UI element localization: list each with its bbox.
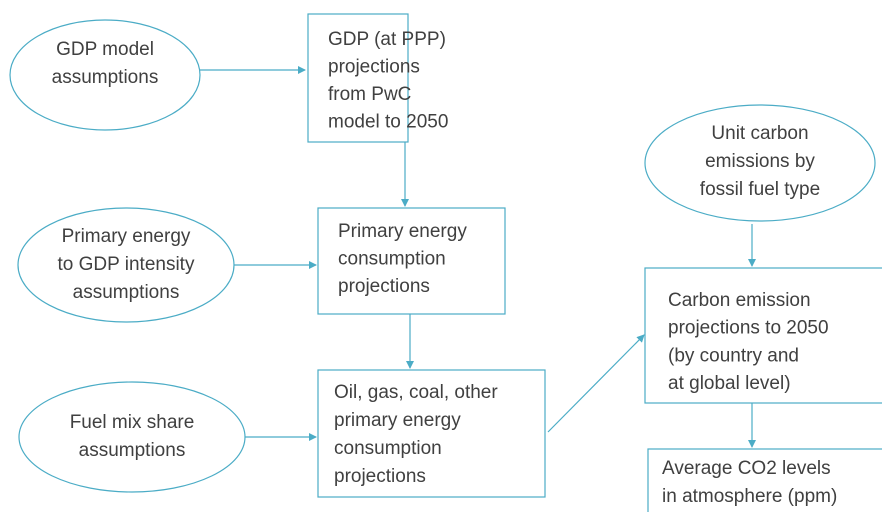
node-label: Average CO2 levels bbox=[662, 458, 831, 479]
node-label: model to 2050 bbox=[328, 112, 448, 133]
node-label: (by country and bbox=[668, 345, 799, 366]
node-label: primary energy bbox=[334, 410, 461, 431]
node-label: consumption bbox=[338, 249, 446, 270]
box bbox=[647, 448, 882, 512]
node-label: projections bbox=[338, 276, 430, 297]
node-label: projections bbox=[328, 57, 420, 78]
node-label: from PwC bbox=[328, 84, 411, 105]
box bbox=[644, 267, 882, 404]
ellipse bbox=[9, 19, 201, 131]
node-label: Primary energy bbox=[338, 221, 467, 242]
node-label: projections bbox=[334, 466, 426, 487]
node-label: Carbon emission bbox=[668, 290, 811, 311]
box bbox=[317, 207, 506, 315]
box bbox=[317, 369, 546, 498]
node-label: assumptions bbox=[52, 67, 159, 88]
node-label: Primary energy bbox=[62, 226, 191, 247]
node-label: Oil, gas, coal, other bbox=[334, 382, 498, 403]
ellipse bbox=[644, 104, 876, 222]
arrow bbox=[547, 334, 645, 433]
ellipse bbox=[18, 381, 246, 493]
node-label: in atmosphere (ppm) bbox=[662, 486, 837, 507]
node-label: consumption bbox=[334, 438, 442, 459]
node-label: Fuel mix share bbox=[70, 412, 195, 433]
node-label: fossil fuel type bbox=[700, 179, 820, 200]
node-label: GDP model bbox=[56, 39, 154, 60]
node-label: at global level) bbox=[668, 373, 791, 394]
node-label: projections to 2050 bbox=[668, 318, 829, 339]
node-label: assumptions bbox=[73, 282, 180, 303]
node-label: assumptions bbox=[79, 440, 186, 461]
node-label: to GDP intensity bbox=[58, 254, 195, 275]
node-label: Unit carbon bbox=[711, 123, 808, 144]
box bbox=[307, 13, 409, 143]
node-label: GDP (at PPP) bbox=[328, 29, 446, 50]
node-label: emissions by bbox=[705, 151, 815, 172]
